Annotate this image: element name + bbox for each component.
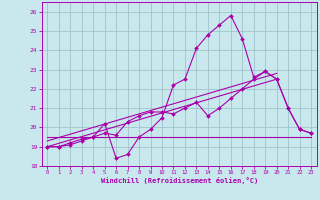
X-axis label: Windchill (Refroidissement éolien,°C): Windchill (Refroidissement éolien,°C) (100, 177, 258, 184)
